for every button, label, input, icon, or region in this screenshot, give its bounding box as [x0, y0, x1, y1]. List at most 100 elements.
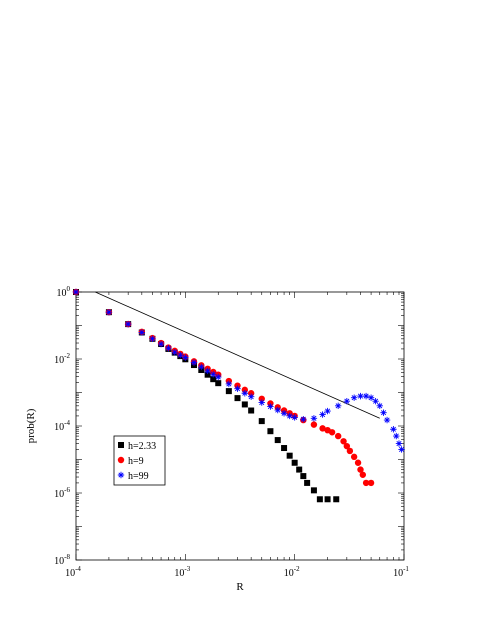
- data-point: [367, 394, 375, 401]
- legend-label-h233: h=2.33: [128, 441, 156, 452]
- y-tick-label: 10-2: [54, 352, 70, 366]
- data-point: [190, 359, 198, 366]
- data-point: [343, 397, 351, 405]
- data-point: [177, 351, 184, 359]
- data-point: [286, 452, 293, 459]
- y-axis-label: prob(R): [25, 408, 37, 443]
- data-point: [215, 373, 222, 381]
- plot-area: [75, 291, 405, 561]
- y-tick-label: 10-4: [54, 419, 70, 433]
- series-star: [72, 288, 405, 453]
- data-point: [281, 445, 288, 452]
- data-point: [274, 406, 281, 414]
- data-point: [258, 418, 265, 425]
- data-point: [310, 487, 317, 494]
- legend-label-h99: h=99: [128, 471, 149, 482]
- data-point: [376, 402, 383, 410]
- data-point: [362, 392, 370, 400]
- data-point: [304, 479, 311, 486]
- data-point: [204, 371, 211, 378]
- legend-markers: [117, 442, 125, 479]
- data-point: [333, 496, 340, 503]
- data-point: [149, 335, 156, 343]
- data-point: [204, 367, 211, 375]
- data-point: [383, 416, 391, 424]
- data-point: [316, 496, 323, 503]
- data-point: [310, 415, 318, 422]
- data-point: [291, 459, 298, 466]
- data-point: [234, 395, 241, 402]
- data-point: [350, 453, 358, 461]
- data-point: [334, 432, 342, 440]
- data-point: [343, 442, 351, 450]
- data-point: [346, 447, 354, 455]
- data-point: [357, 466, 364, 473]
- legend-marker: [117, 456, 125, 464]
- legend-marker: [118, 442, 124, 448]
- data-point: [215, 380, 222, 387]
- data-point: [359, 471, 367, 478]
- data-point: [225, 388, 232, 395]
- data-point: [210, 371, 217, 378]
- plot-frame: [75, 291, 405, 561]
- x-axis-label: R: [236, 581, 244, 593]
- data-point: [372, 397, 379, 405]
- data-point: [241, 401, 248, 408]
- data-point: [390, 426, 397, 433]
- data-point: [225, 380, 233, 388]
- data-point: [234, 385, 241, 392]
- data-point: [157, 340, 165, 348]
- x-tick-label: 10-1: [393, 565, 409, 579]
- data-point: [274, 437, 281, 444]
- data-point: [334, 402, 342, 410]
- data-point: [393, 432, 400, 440]
- data-point: [286, 412, 293, 420]
- data-point: [319, 425, 326, 432]
- data-point: [328, 429, 336, 436]
- x-tick-label: 10-2: [284, 565, 300, 579]
- data-point: [258, 399, 265, 406]
- data-point: [72, 288, 80, 296]
- data-point: [165, 345, 172, 352]
- data-point: [291, 414, 298, 421]
- data-point: [398, 446, 405, 453]
- data-point: [267, 428, 274, 435]
- data-point: [395, 440, 403, 447]
- data-point: [210, 376, 217, 383]
- data-point: [247, 393, 255, 400]
- data-point: [241, 390, 249, 397]
- data-point: [350, 394, 358, 401]
- data-point: [357, 392, 364, 400]
- data-point: [280, 410, 288, 417]
- data-point: [310, 421, 318, 428]
- data-point: [324, 496, 331, 503]
- data-point: [171, 348, 178, 356]
- y-tick-label: 10-8: [54, 553, 70, 567]
- data-point: [354, 459, 362, 466]
- x-tick-label: 10-3: [174, 565, 190, 579]
- legend-marker: [117, 471, 125, 479]
- data-point: [300, 415, 307, 423]
- series-square: [73, 289, 340, 503]
- data-point: [198, 363, 205, 371]
- reference-line: [95, 291, 380, 419]
- legend-label-h9: h=9: [128, 456, 144, 467]
- data-point: [124, 320, 132, 328]
- data-point: [300, 473, 307, 480]
- data-point: [138, 329, 146, 336]
- axis-ticks: 10-4 10-3 10-2 10-1 100 10-2 10-4 10-6 10-8: [54, 285, 409, 579]
- x-tick-label: 10-4: [65, 565, 81, 579]
- data-point: [362, 479, 370, 487]
- data-points: [72, 288, 405, 503]
- data-point: [319, 411, 326, 418]
- legend: h=2.33 h=9 h=99: [113, 435, 166, 486]
- data-point: [248, 407, 255, 414]
- data-point: [340, 438, 347, 445]
- data-point: [380, 409, 387, 416]
- y-tick-label: 10-6: [54, 486, 70, 500]
- data-point: [367, 479, 375, 487]
- data-point: [182, 354, 189, 361]
- data-point: [324, 407, 331, 415]
- data-point: [296, 466, 303, 473]
- y-tick-label: 100: [57, 285, 71, 299]
